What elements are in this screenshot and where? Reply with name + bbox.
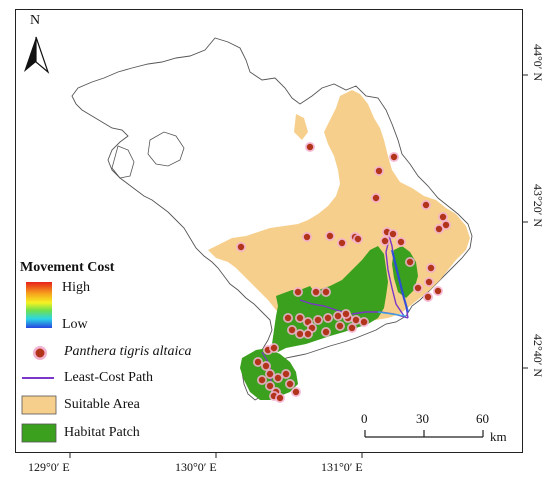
tiger-point (287, 325, 297, 335)
tiger-point (285, 379, 295, 389)
tiger-point (388, 229, 398, 239)
tiger-point (341, 309, 351, 319)
tiger-point (371, 193, 381, 203)
tiger-point (389, 152, 399, 162)
tiger-point (236, 242, 246, 252)
tiger-point (325, 231, 335, 241)
tiger-point (273, 373, 283, 383)
tiger-point (413, 283, 423, 293)
tiger-point (261, 361, 271, 371)
scale-tick-label: 60 (476, 411, 489, 426)
tiger-point (359, 317, 369, 327)
tiger-point (374, 166, 384, 176)
suitable-area (364, 160, 378, 186)
tiger-point (353, 234, 363, 244)
movement-cost-corridor (377, 311, 407, 317)
tiger-point (281, 369, 291, 379)
tiger-point (321, 327, 331, 337)
tiger-point (323, 313, 333, 323)
suitable-legend-swatch (21, 395, 57, 415)
suitable-area (294, 114, 308, 140)
tiger-point (333, 311, 343, 321)
tiger-point (291, 387, 301, 397)
legend-suitable-label: Suitable Area (64, 397, 140, 412)
scale-tick-label: 30 (416, 411, 429, 426)
tiger-point (283, 313, 293, 323)
tiger-point (303, 329, 313, 339)
tiger-point (434, 224, 444, 234)
tiger-point (257, 375, 267, 385)
tiger-point (307, 323, 317, 333)
legend-low-label: Low (62, 317, 88, 332)
tiger-point (421, 200, 431, 210)
tiger-point (351, 315, 361, 325)
tiger-point (311, 287, 321, 297)
tiger-point (302, 232, 312, 242)
x-tick-label: 130°0′ E (175, 460, 217, 474)
inner-boundary (111, 145, 135, 179)
tiger-point (405, 257, 415, 267)
tiger-points (236, 142, 451, 403)
movement-cost-corridor (390, 249, 410, 313)
tiger-point (438, 212, 448, 222)
movement-cost-gradient (26, 282, 52, 328)
legend-path-label: Least-Cost Path (64, 370, 154, 385)
tiger-point (396, 237, 406, 247)
legend-habitat-label: Habitat Patch (64, 425, 140, 440)
y-tick-label: 43°20′ N (531, 184, 545, 228)
tiger-point (426, 263, 436, 273)
tiger-point (313, 315, 323, 325)
tiger-point (433, 286, 443, 296)
tiger-point (423, 292, 433, 302)
legend-tiger-label: Panthera tigris altaica (64, 344, 192, 359)
tiger-point (265, 369, 275, 379)
habitat-legend-swatch (21, 423, 57, 443)
tiger-point (424, 277, 434, 287)
north-arrow-icon (24, 36, 50, 74)
tiger-point (275, 393, 285, 403)
scale-tick-label: 0 (361, 411, 368, 426)
y-tick-label: 44°0′ N (531, 44, 545, 82)
inner-boundary (147, 131, 185, 167)
tiger-point (295, 329, 305, 339)
x-tick-label: 131°0′ E (321, 460, 363, 474)
scale-bar (364, 430, 484, 438)
habitat-patch (272, 246, 388, 352)
tiger-point (335, 321, 345, 331)
least-cost-path (299, 299, 351, 315)
tiger-point (305, 142, 315, 152)
tiger-point (293, 287, 303, 297)
tiger-point (380, 236, 390, 246)
axis-ticks (69, 74, 528, 458)
tiger-point (347, 323, 357, 333)
tiger-legend-icon (33, 346, 47, 360)
tiger-point (253, 357, 263, 367)
tiger-point (321, 287, 331, 297)
y-tick-label: 42°40′ N (531, 334, 545, 378)
x-tick-label: 129°0′ E (28, 460, 70, 474)
legend-high-label: High (62, 280, 90, 295)
tiger-point (295, 313, 305, 323)
tiger-point (337, 238, 347, 248)
legend-title: Movement Cost (20, 260, 115, 275)
north-label: N (30, 13, 41, 28)
least-cost-path (385, 235, 405, 317)
tiger-point (269, 343, 279, 353)
scale-unit-label: km (490, 429, 507, 444)
